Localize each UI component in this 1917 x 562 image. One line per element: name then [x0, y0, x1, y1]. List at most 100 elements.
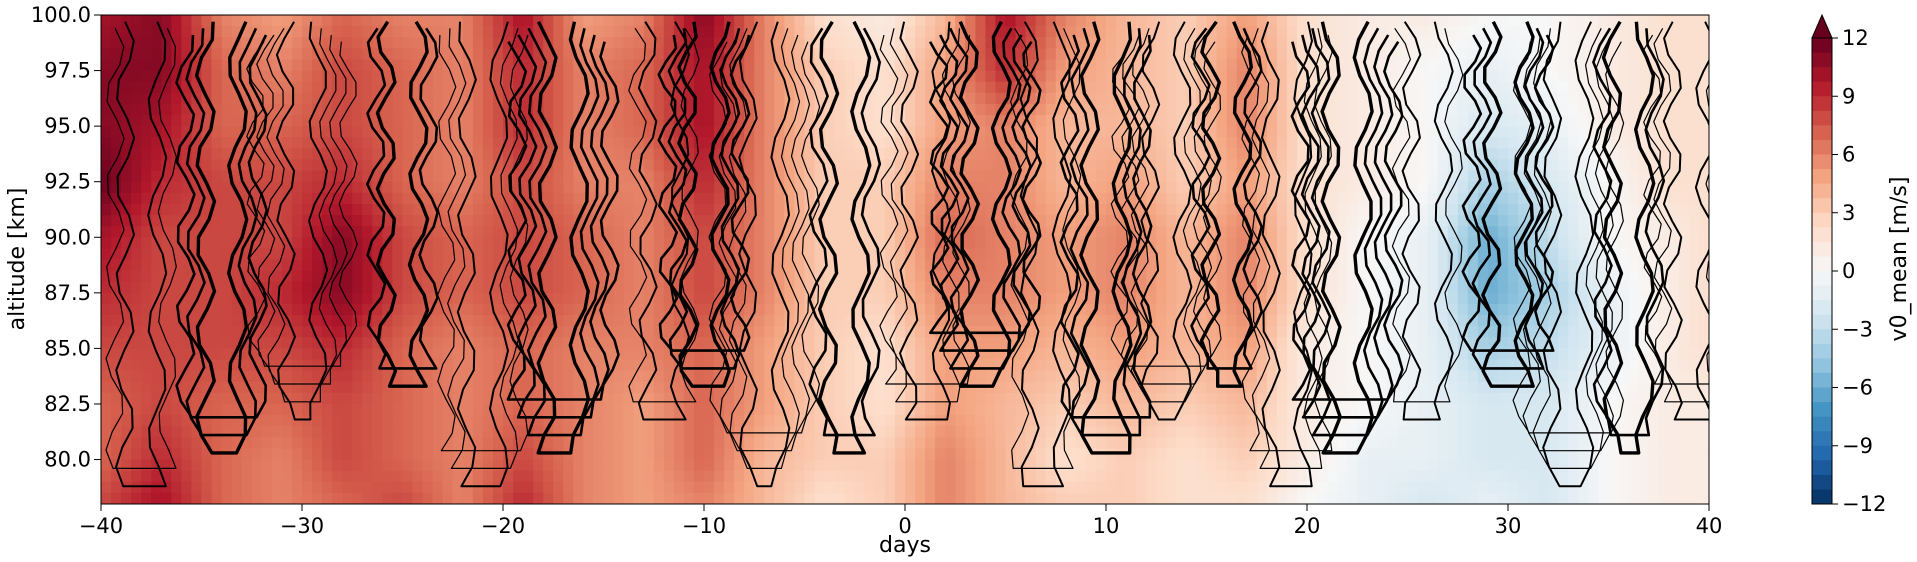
heatmap-cell — [121, 237, 132, 249]
heatmap-cell — [161, 103, 172, 116]
heatmap-cell — [603, 59, 615, 72]
heatmap-cell — [1568, 81, 1579, 94]
heatmap-cell — [1538, 337, 1549, 350]
heatmap-cell — [1588, 126, 1600, 138]
heatmap-cell — [724, 226, 735, 238]
heatmap-cell — [1307, 315, 1318, 327]
heatmap-cell — [975, 303, 986, 316]
heatmap-cell — [1156, 192, 1167, 205]
heatmap-cell — [1658, 192, 1670, 205]
heatmap-cell — [894, 70, 906, 83]
heatmap-cell — [1437, 115, 1449, 127]
heatmap-cell — [523, 303, 534, 316]
heatmap-cell — [915, 103, 926, 116]
heatmap-cell — [1216, 237, 1228, 249]
heatmap-cell — [814, 248, 826, 261]
heatmap-cell — [925, 259, 936, 272]
heatmap-cell — [965, 170, 976, 183]
heatmap-cell — [432, 326, 444, 338]
heatmap-cell — [543, 270, 554, 283]
heatmap-cell — [492, 237, 504, 249]
heatmap-cell — [322, 192, 333, 205]
heatmap-cell — [1578, 26, 1589, 38]
heatmap-cell — [1216, 37, 1228, 49]
heatmap-cell — [543, 137, 554, 149]
heatmap-cell — [1146, 337, 1157, 350]
heatmap-cell — [332, 237, 343, 249]
heatmap-cell — [1568, 248, 1579, 261]
heatmap-cell — [874, 70, 886, 83]
heatmap-cell — [1598, 259, 1610, 272]
heatmap-cell — [563, 203, 574, 216]
heatmap-cell — [784, 237, 796, 249]
heatmap-cell — [1548, 26, 1559, 38]
heatmap-cell — [352, 37, 363, 49]
heatmap-cell — [1578, 226, 1589, 238]
heatmap-cell — [1035, 259, 1047, 272]
heatmap-cell — [1246, 192, 1258, 205]
heatmap-cell — [121, 48, 132, 61]
heatmap-cell — [643, 159, 655, 172]
heatmap-cell — [1487, 248, 1499, 261]
heatmap-cell — [844, 159, 856, 172]
heatmap-cell — [804, 326, 816, 338]
heatmap-cell — [653, 148, 665, 161]
heatmap-cell — [864, 81, 876, 94]
heatmap-cell — [1447, 148, 1459, 161]
heatmap-cell — [241, 303, 253, 316]
heatmap-cell — [1065, 281, 1077, 294]
heatmap-cell — [312, 215, 323, 227]
heatmap-cell — [593, 281, 605, 294]
heatmap-cell — [1678, 137, 1690, 149]
heatmap-cell — [161, 92, 172, 105]
heatmap-cell — [1698, 259, 1709, 272]
heatmap-cell — [291, 26, 303, 38]
heatmap-cell — [985, 59, 997, 72]
heatmap-cell — [744, 70, 755, 83]
heatmap-cell — [693, 81, 705, 94]
heatmap-cell — [181, 137, 193, 149]
heatmap-cell — [683, 126, 695, 138]
heatmap-cell — [362, 315, 373, 327]
heatmap-cell — [1186, 270, 1198, 283]
heatmap-cell — [1477, 192, 1489, 205]
heatmap-cell — [1106, 15, 1117, 27]
heatmap-cell — [1558, 348, 1569, 361]
heatmap-cell — [844, 326, 856, 338]
heatmap-cell — [1588, 315, 1600, 327]
heatmap-cell — [462, 137, 474, 149]
heatmap-cell — [1146, 170, 1157, 183]
heatmap-cell — [221, 148, 233, 161]
heatmap-cell — [834, 48, 846, 61]
heatmap-cell — [814, 292, 826, 305]
heatmap-cell — [291, 159, 303, 172]
heatmap-cell — [1638, 59, 1650, 72]
heatmap-cell — [241, 92, 253, 105]
heatmap-cell — [492, 37, 504, 49]
heatmap-cell — [714, 26, 725, 38]
heatmap-cell — [1246, 303, 1258, 316]
heatmap-cell — [1588, 270, 1600, 283]
heatmap-cell — [1106, 103, 1117, 116]
heatmap-cell — [1598, 270, 1610, 283]
heatmap-cell — [1457, 92, 1469, 105]
heatmap-cell — [141, 170, 152, 183]
heatmap-cell — [432, 26, 444, 38]
heatmap-cell — [583, 237, 595, 249]
heatmap-cell — [141, 126, 152, 138]
heatmap-cell — [784, 126, 796, 138]
heatmap-cell — [553, 159, 564, 172]
heatmap-cell — [965, 315, 976, 327]
heatmap-cell — [372, 92, 383, 105]
heatmap-cell — [563, 270, 574, 283]
heatmap-cell — [472, 270, 484, 283]
heatmap-cell — [1276, 337, 1288, 350]
heatmap-cell — [1608, 126, 1620, 138]
heatmap-cell — [1055, 26, 1067, 38]
heatmap-cell — [221, 315, 233, 327]
heatmap-cell — [673, 292, 685, 305]
heatmap-cell — [643, 248, 655, 261]
heatmap-cell — [543, 181, 554, 194]
heatmap-cell — [1196, 281, 1208, 294]
heatmap-cell — [1477, 281, 1489, 294]
